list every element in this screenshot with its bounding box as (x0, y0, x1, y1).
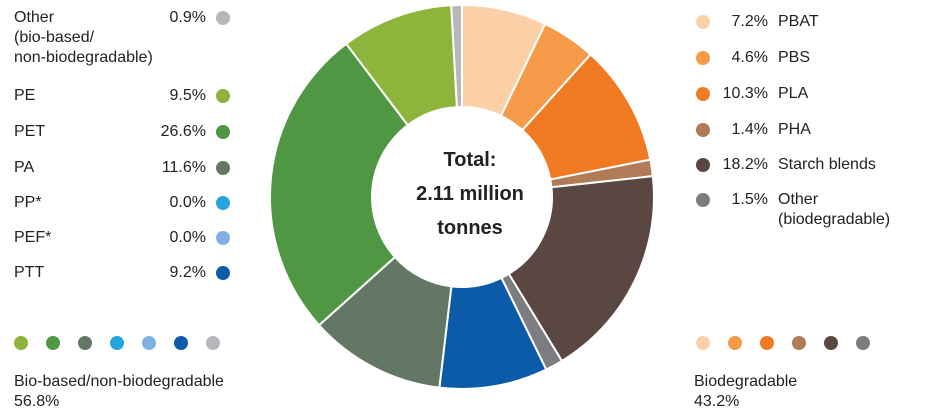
group-title-left: Bio-based/non-biodegradable (14, 373, 224, 390)
legend-item-right: 7.2% PBAT (694, 12, 939, 32)
legend-swatch (696, 123, 710, 137)
legend-swatch (696, 51, 710, 65)
donut-slice (269, 42, 410, 327)
group-dot (110, 336, 124, 350)
legend-value: 9.5% (169, 87, 206, 104)
donut-slice (507, 175, 655, 363)
legend-value: 1.5% (731, 191, 768, 208)
group-label-right: Biodegradable 43.2% (694, 372, 797, 412)
legend-value: 0.9% (169, 9, 206, 26)
legend-value: 10.3% (722, 85, 768, 102)
legend-item-right: 1.4% PHA (694, 120, 939, 140)
legend-item-right: 1.5% Other (biodegradable) (694, 190, 939, 230)
legend-swatch (216, 161, 230, 175)
legend-item-left: PEF* 0.0% (14, 228, 234, 248)
legend-value: 11.6% (161, 159, 206, 176)
legend-label: PHA (778, 121, 811, 138)
group-dots-left (14, 336, 220, 350)
group-dot (792, 336, 806, 350)
group-dot (856, 336, 870, 350)
legend-label: Starch blends (778, 156, 876, 173)
legend-item-left: PE 9.5% (14, 86, 234, 106)
legend-swatch (696, 193, 710, 207)
legend-swatch (216, 89, 230, 103)
legend-swatch (216, 266, 230, 280)
donut-slice (450, 3, 463, 109)
legend-swatch (216, 11, 230, 25)
legend-label: PET (14, 123, 46, 140)
legend-label: PP* (14, 194, 42, 211)
legend-swatch (696, 15, 710, 29)
legend-item-right: 10.3% PLA (694, 84, 939, 104)
legend-swatch (696, 87, 710, 101)
group-dot (46, 336, 60, 350)
legend-value: 26.6% (160, 123, 206, 140)
group-dot (728, 336, 742, 350)
legend-label: PBS (778, 49, 811, 66)
legend-value: 4.6% (731, 49, 768, 66)
center-line-3: tonnes (437, 217, 503, 239)
legend-value: 0.0% (169, 229, 206, 246)
legend-item-left: PP* 0.0% (14, 193, 234, 213)
legend-value: 7.2% (731, 13, 768, 30)
legend-label: PLA (778, 85, 809, 102)
legend-label: PBAT (778, 13, 819, 30)
legend-label: Other (biodegradable) (778, 191, 891, 228)
group-dot (696, 336, 710, 350)
group-dots-right (696, 336, 870, 350)
group-dot (206, 336, 220, 350)
group-pct-left: 56.8% (14, 393, 60, 410)
legend-item-left: PTT 9.2% (14, 263, 234, 283)
group-dot (174, 336, 188, 350)
group-dot (142, 336, 156, 350)
center-line-1: Total: (443, 149, 497, 171)
group-dot (760, 336, 774, 350)
group-dot (78, 336, 92, 350)
legend-item-left: Other (bio-based/ non-biodegradable) 0.9% (14, 8, 234, 68)
legend-item-left: PET 26.6% (14, 122, 234, 142)
legend-swatch (216, 196, 230, 210)
center-line-2: 2.11 million (416, 183, 524, 205)
group-title-right: Biodegradable (694, 373, 798, 390)
legend-label: Other (bio-based/ non-biodegradable) (14, 9, 153, 66)
legend-value: 1.4% (731, 121, 768, 138)
legend-swatch (696, 158, 710, 172)
legend-swatch (216, 125, 230, 139)
legend-swatch (216, 231, 230, 245)
donut-center-label: Total: 2.11 million tonnes (385, 143, 555, 245)
legend-value: 18.2% (722, 156, 768, 173)
legend-value: 9.2% (169, 264, 206, 281)
group-dot (824, 336, 838, 350)
legend-item-left: PA 11.6% (14, 158, 234, 178)
legend-label: PEF* (14, 229, 52, 246)
legend-item-right: 18.2% Starch blends (694, 155, 939, 175)
group-label-left: Bio-based/non-biodegradable 56.8% (14, 372, 224, 412)
group-dot (14, 336, 28, 350)
legend-value: 0.0% (169, 194, 206, 211)
legend-label: PTT (14, 264, 45, 281)
legend-label: PA (14, 159, 35, 176)
legend-label: PE (14, 87, 36, 104)
group-pct-right: 43.2% (694, 393, 740, 410)
legend-item-right: 4.6% PBS (694, 48, 939, 68)
